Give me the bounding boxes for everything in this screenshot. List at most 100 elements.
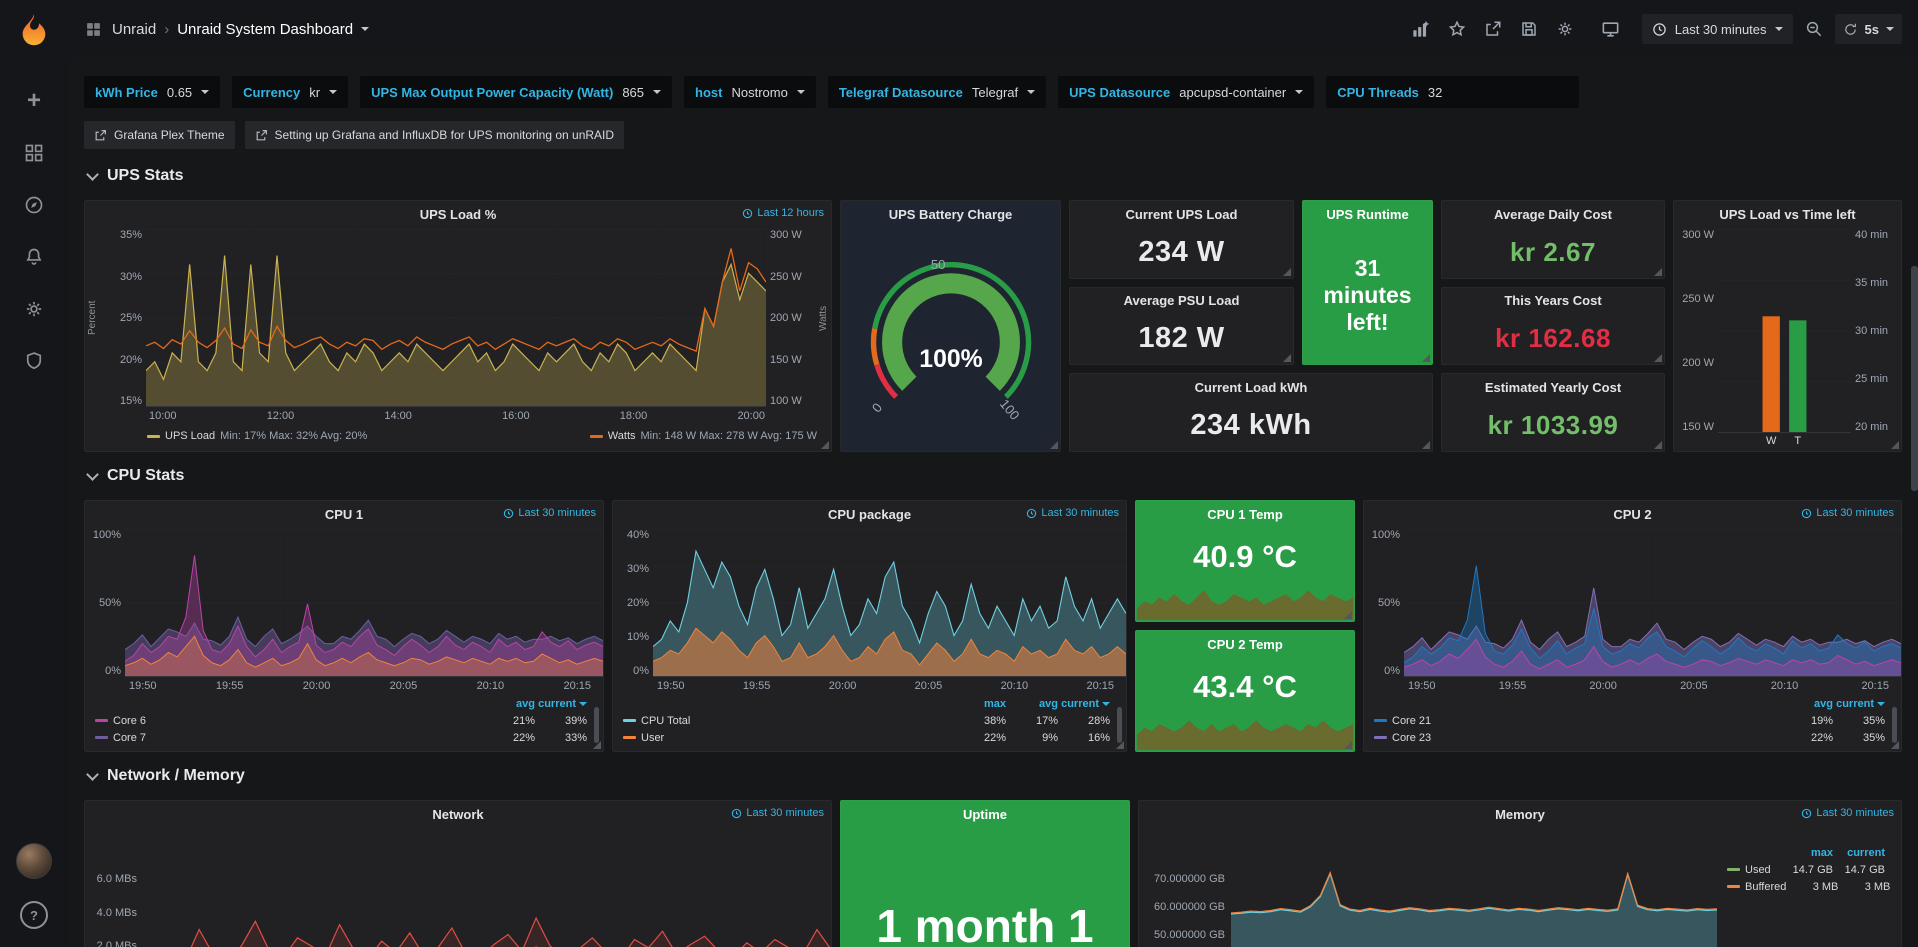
- server-admin-shield-icon[interactable]: [23, 350, 45, 372]
- time-range-picker[interactable]: Last 30 minutes: [1641, 14, 1793, 44]
- legend-column-avg[interactable]: avg: [1039, 698, 1058, 710]
- panel-title[interactable]: Network: [432, 806, 484, 822]
- panel-resize-handle[interactable]: [1654, 440, 1662, 449]
- variable-telegraf-datasource[interactable]: Telegraf Datasource Telegraf: [827, 76, 1047, 108]
- panel-title[interactable]: CPU package: [827, 506, 912, 522]
- variable-currency[interactable]: Currency kr: [232, 76, 349, 108]
- variable-value[interactable]: 865: [622, 84, 645, 100]
- panel-title[interactable]: UPS Load vs Time left: [1719, 206, 1856, 222]
- cpu-threads-input[interactable]: 32: [1427, 84, 1443, 100]
- panel-time-override[interactable]: Last 30 minutes: [1801, 807, 1894, 819]
- legend-scrollbar[interactable]: [1117, 707, 1122, 743]
- panel-title[interactable]: Average Daily Cost: [1493, 206, 1612, 222]
- scrollbar-thumb[interactable]: [1911, 266, 1918, 491]
- panel-title[interactable]: UPS Load %: [419, 206, 497, 222]
- panel-resize-handle[interactable]: [1283, 354, 1291, 363]
- add-panel-icon[interactable]: [1406, 14, 1436, 44]
- cpu2-chart[interactable]: [1404, 529, 1901, 677]
- share-icon[interactable]: [1478, 14, 1508, 44]
- help-icon[interactable]: ?: [20, 901, 48, 929]
- cycle-view-monitor-icon[interactable]: [1596, 14, 1626, 44]
- panel-title[interactable]: Memory: [1495, 806, 1545, 822]
- alerting-bell-icon[interactable]: [23, 246, 45, 268]
- dashboard-settings-gear-icon[interactable]: [1550, 14, 1580, 44]
- cpu1-chart[interactable]: [125, 529, 603, 677]
- panel-title[interactable]: Current UPS Load: [1125, 206, 1238, 222]
- panel-time-override[interactable]: Last 30 minutes: [731, 807, 824, 819]
- legend-row-core7[interactable]: Core 7 22% 33%: [95, 729, 587, 746]
- legend-item-watts[interactable]: Watts Min: 148 W Max: 278 W Avg: 175 W: [589, 430, 817, 442]
- configuration-gear-icon[interactable]: [23, 298, 45, 320]
- refresh-interval-label[interactable]: 5s: [1864, 21, 1879, 37]
- panel-resize-handle[interactable]: [1050, 441, 1058, 449]
- section-ups-stats[interactable]: UPS Stats: [84, 152, 1902, 200]
- legend-column-avg[interactable]: avg: [1814, 698, 1833, 710]
- panel-title[interactable]: CPU 1: [324, 506, 364, 522]
- panel-resize-handle[interactable]: [1283, 267, 1291, 276]
- legend-row-cpu-total[interactable]: CPU Total 38% 17% 28%: [623, 712, 1110, 729]
- legend-scrollbar[interactable]: [1892, 707, 1897, 743]
- variable-ups-datasource[interactable]: UPS Datasource apcupsd-container: [1058, 76, 1315, 108]
- legend-row-core21[interactable]: Core 21 19% 35%: [1374, 712, 1885, 729]
- panel-resize-handle[interactable]: [1344, 741, 1352, 749]
- legend-item-ups-load[interactable]: UPS Load Min: 17% Max: 32% Avg: 20%: [147, 430, 367, 442]
- panel-title[interactable]: Uptime: [962, 806, 1008, 822]
- explore-compass-icon[interactable]: [23, 194, 45, 216]
- section-cpu-stats[interactable]: CPU Stats: [84, 452, 1902, 500]
- save-icon[interactable]: [1514, 14, 1544, 44]
- panel-resize-handle[interactable]: [1891, 441, 1899, 449]
- legend-column-avg[interactable]: avg: [516, 698, 535, 710]
- legend-column-current[interactable]: current: [1847, 847, 1885, 859]
- legend-column-current[interactable]: current: [535, 698, 587, 710]
- breadcrumb-dashboard-title[interactable]: Unraid System Dashboard: [177, 20, 354, 38]
- ups-load-chart[interactable]: [146, 229, 766, 407]
- variable-value[interactable]: Nostromo: [731, 84, 788, 100]
- variable-value[interactable]: 0.65: [166, 84, 193, 100]
- panel-title[interactable]: Average PSU Load: [1123, 293, 1240, 309]
- refresh-picker[interactable]: 5s: [1834, 14, 1902, 44]
- legend-column-current[interactable]: current: [1058, 698, 1110, 710]
- variable-ups-max-output[interactable]: UPS Max Output Power Capacity (Watt) 865: [360, 76, 673, 108]
- dashboard-link-grafana-plex-theme[interactable]: Grafana Plex Theme: [84, 121, 235, 149]
- legend-scrollbar[interactable]: [594, 707, 599, 743]
- panel-title[interactable]: CPU 1 Temp: [1207, 506, 1283, 522]
- star-icon[interactable]: [1442, 14, 1472, 44]
- legend-row-core6[interactable]: Core 6 21% 39%: [95, 712, 587, 729]
- breadcrumb-app[interactable]: Unraid: [112, 20, 157, 38]
- panel-title[interactable]: Estimated Yearly Cost: [1484, 379, 1622, 395]
- panel-resize-handle[interactable]: [1344, 611, 1352, 619]
- ups-bars-chart[interactable]: [1718, 229, 1851, 433]
- legend-column-current[interactable]: current: [1833, 698, 1885, 710]
- dashboard-grid-icon[interactable]: [84, 20, 102, 38]
- legend-row-user[interactable]: User 22% 9% 16%: [623, 729, 1110, 746]
- dashboard-link-ups-monitoring-guide[interactable]: Setting up Grafana and InfluxDB for UPS …: [244, 121, 625, 149]
- legend-column-max[interactable]: max: [1810, 847, 1833, 859]
- refresh-icon[interactable]: [1843, 22, 1858, 37]
- panel-resize-handle[interactable]: [1422, 440, 1430, 449]
- variable-host[interactable]: host Nostromo: [684, 76, 816, 108]
- page-scrollbar[interactable]: [1911, 116, 1918, 947]
- memory-chart[interactable]: [1231, 829, 1717, 947]
- legend-column-max[interactable]: max: [983, 698, 1006, 710]
- panel-resize-handle[interactable]: [821, 441, 829, 449]
- variable-value[interactable]: apcupsd-container: [1179, 84, 1287, 100]
- panel-title[interactable]: UPS Runtime: [1326, 206, 1409, 222]
- zoom-out-icon[interactable]: [1799, 14, 1829, 44]
- network-chart[interactable]: [143, 829, 831, 947]
- panel-title[interactable]: This Years Cost: [1504, 293, 1602, 309]
- panel-resize-handle[interactable]: [1422, 354, 1430, 363]
- chevron-down-icon[interactable]: [361, 27, 370, 31]
- cpu-package-chart[interactable]: [653, 529, 1126, 677]
- variable-kwh-price[interactable]: kWh Price 0.65: [84, 76, 221, 108]
- panel-time-override[interactable]: Last 30 minutes: [1801, 507, 1894, 519]
- panel-resize-handle[interactable]: [593, 741, 601, 749]
- panel-title[interactable]: UPS Battery Charge: [888, 206, 1013, 222]
- dashboards-icon[interactable]: [23, 142, 45, 164]
- panel-resize-handle[interactable]: [1654, 354, 1662, 363]
- panel-title[interactable]: Current Load kWh: [1194, 379, 1308, 395]
- variable-cpu-threads[interactable]: CPU Threads 32: [1326, 76, 1579, 108]
- legend-row-used[interactable]: Used 14.7 GB 14.7 GB: [1727, 861, 1885, 878]
- legend-row-buffered[interactable]: Buffered 3 MB 3 MB: [1727, 878, 1890, 895]
- panel-time-override[interactable]: Last 30 minutes: [1026, 507, 1119, 519]
- section-network-memory[interactable]: Network / Memory: [84, 752, 1902, 800]
